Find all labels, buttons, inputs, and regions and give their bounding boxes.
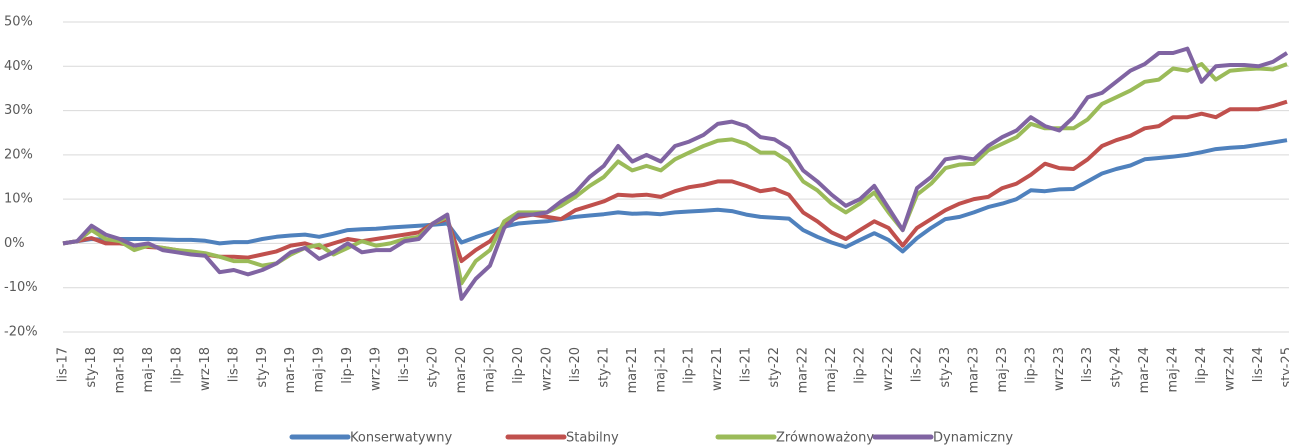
x-tick-label: lis-17 (56, 347, 71, 382)
x-tick-label: mar-19 (283, 347, 298, 393)
x-tick-label: wrz-21 (710, 347, 725, 391)
x-tick-label: lip-23 (1023, 347, 1038, 384)
x-tick-label: lis-23 (1080, 347, 1095, 382)
x-tick-label: lis-21 (739, 347, 754, 382)
series-line (62, 46, 1289, 301)
x-tick-label: lip-24 (1194, 347, 1209, 384)
x-tick-label: sty-23 (938, 347, 953, 388)
y-tick-label: 0% (4, 236, 25, 251)
x-tick-label: maj-21 (653, 347, 668, 392)
x-tick-label: lip-19 (340, 347, 355, 384)
y-tick-label: -20% (4, 325, 38, 340)
x-tick-label: maj-23 (995, 347, 1010, 392)
x-tick-label: wrz-18 (198, 347, 213, 391)
x-tick-label: sty-20 (426, 347, 441, 388)
y-tick-label: 30% (4, 103, 33, 118)
x-tick-label: wrz-23 (1052, 347, 1067, 391)
x-tick-label: lis-18 (226, 347, 241, 382)
y-tick-label: 20% (4, 147, 33, 162)
x-tick-label: maj-22 (824, 347, 839, 392)
y-tick-label: 40% (4, 59, 33, 74)
y-tick-label: 10% (4, 192, 33, 207)
x-tick-label: maj-24 (1166, 347, 1181, 392)
x-tick-label: sty-21 (596, 347, 611, 388)
x-tick-label: sty-19 (255, 347, 270, 388)
x-tick-label: lis-20 (568, 347, 583, 382)
x-tick-label: maj-18 (141, 347, 156, 392)
x-tick-label: wrz-24 (1223, 347, 1238, 391)
x-tick-label: lis-19 (397, 347, 412, 382)
x-tick-label: mar-18 (112, 347, 127, 393)
x-tick-label: mar-23 (966, 347, 981, 393)
x-tick-label: mar-21 (625, 347, 640, 393)
y-tick-label: 50% (4, 15, 33, 30)
x-tick-label: sty-24 (1109, 347, 1124, 388)
x-tick-label: wrz-22 (881, 347, 896, 391)
series-line (62, 138, 1288, 254)
series-line (62, 99, 1288, 264)
x-tick-label: lip-20 (511, 347, 526, 384)
x-tick-label: maj-19 (312, 347, 327, 392)
x-tick-label: lip-18 (169, 347, 184, 384)
x-tick-label: wrz-19 (369, 347, 384, 391)
x-tick-label: sty-22 (767, 347, 782, 388)
y-tick-label: -10% (4, 280, 38, 295)
x-tick-label: mar-24 (1137, 347, 1152, 393)
legend-label: Zrównoważony (776, 431, 874, 446)
x-tick-label: lis-22 (909, 347, 924, 382)
x-tick-label: mar-20 (454, 347, 469, 393)
legend-label: Dynamiczny (933, 431, 1013, 446)
x-tick-label: sty-18 (84, 347, 99, 388)
x-tick-label: lis-24 (1251, 347, 1266, 382)
legend-label: Konserwatywny (350, 431, 452, 446)
x-tick-label: lip-22 (853, 347, 868, 384)
series-line (62, 62, 1288, 286)
x-tick-label: sty-25 (1280, 347, 1289, 388)
legend-label: Stabilny (566, 431, 619, 446)
x-tick-label: wrz-20 (539, 347, 554, 391)
x-tick-label: mar-22 (796, 347, 811, 393)
x-tick-label: maj-20 (482, 347, 497, 392)
x-tick-label: lip-21 (682, 347, 697, 384)
